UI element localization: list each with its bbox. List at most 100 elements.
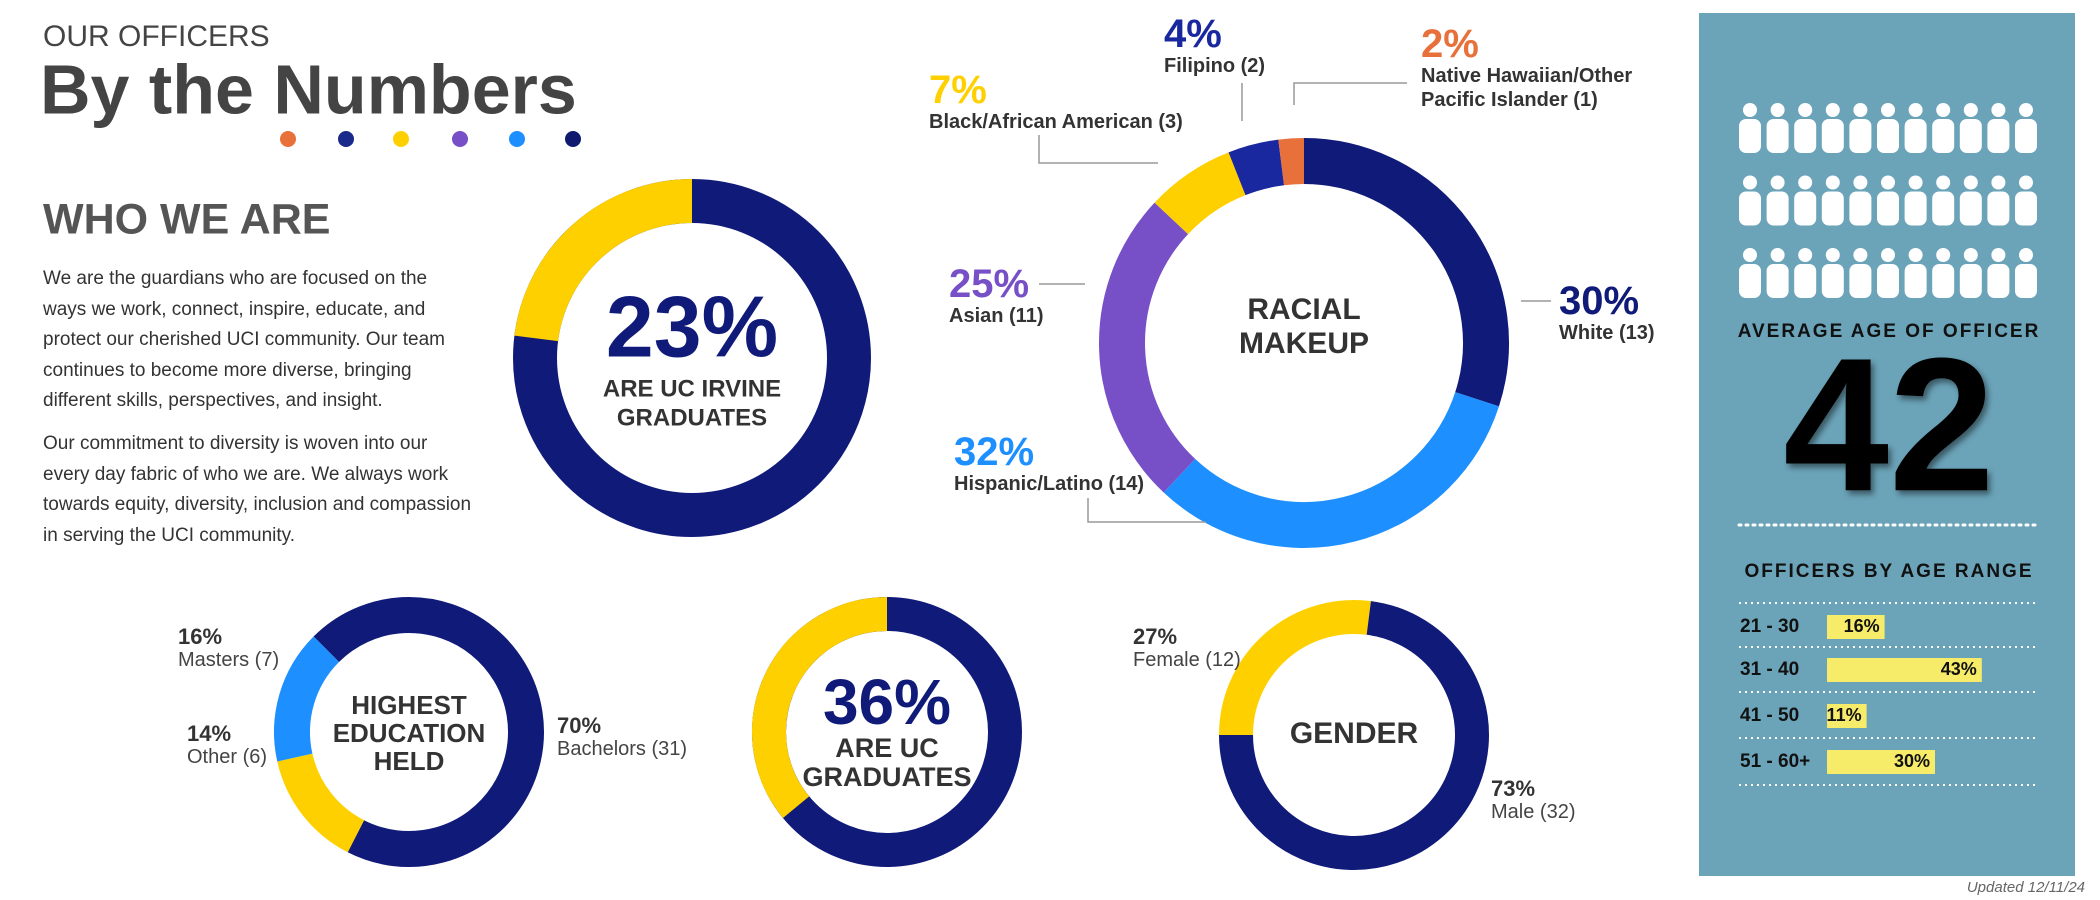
person-head [2019, 248, 2033, 262]
person-icon [1766, 103, 1789, 153]
value-label: 73% [1491, 776, 1536, 801]
person-body [1877, 119, 1899, 153]
center-value: 36% [823, 666, 951, 738]
person-icon [1932, 103, 1955, 153]
person-head [1770, 103, 1785, 117]
person-icon [1821, 103, 1844, 153]
donut-chart: GENDER [1219, 600, 1489, 870]
category-label: 21 - 30 [1740, 616, 1799, 637]
person-head [1825, 248, 1840, 262]
value-label: 14% [187, 721, 232, 746]
center-label: GRADUATES [617, 404, 767, 431]
average-age: 42 [1783, 319, 1994, 531]
person-body [1932, 119, 1955, 153]
person-body [1932, 264, 1955, 298]
donut-segment [1228, 139, 1285, 196]
value-label: 27% [1133, 624, 1178, 649]
center-label: HELD [374, 746, 445, 776]
person-body [1849, 264, 1872, 298]
person-body [1877, 191, 1899, 226]
leader-line [1293, 82, 1407, 105]
person-icon [1849, 103, 1872, 153]
person-body [1821, 264, 1844, 298]
person-head [1881, 103, 1895, 117]
person-icon [1932, 248, 1955, 298]
person-icon [1849, 175, 1872, 226]
person-body [1987, 264, 2010, 298]
center-value: 23% [606, 280, 778, 376]
dot [280, 131, 296, 147]
data-label: 4% Filipino (2) [1164, 14, 1265, 78]
person-head [1908, 175, 1923, 190]
chart-title: OFFICERS BY AGE RANGE [1744, 561, 2033, 582]
donut-segment [313, 597, 544, 867]
category-label: Asian (11) [949, 305, 1044, 327]
donut-segment [752, 597, 888, 819]
person-body [1987, 191, 2010, 226]
data-label: 16% Masters (7) [178, 626, 279, 672]
person-body [1849, 119, 1872, 153]
person-head [1881, 248, 1895, 262]
person-icon [1794, 103, 1817, 153]
person-body [1959, 264, 1982, 298]
person-head [1770, 175, 1785, 190]
donut-segment [1219, 600, 1371, 736]
category-label: Filipino (2) [1164, 55, 1266, 77]
person-body [1932, 191, 1955, 226]
person-body [1959, 119, 1982, 153]
data-label: 70% Bachelors (31) [557, 715, 687, 761]
average-age-label: AVERAGE AGE OF OFFICER [1738, 321, 2041, 342]
category-label: Bachelors (31) [557, 738, 688, 760]
data-label: 25% Asian (11) [949, 264, 1043, 328]
category-label: White (13) [1559, 322, 1655, 344]
person-icon [1932, 175, 1955, 226]
person-icon [1739, 248, 1761, 298]
person-head [1853, 175, 1868, 190]
person-body [1959, 191, 1982, 226]
person-body [1904, 119, 1927, 153]
value-label: 30% [1894, 751, 1930, 771]
person-head [1963, 248, 1978, 262]
value-label: 2% [1421, 22, 1479, 66]
value-label: 4% [1164, 12, 1222, 56]
person-icon [1877, 248, 1899, 298]
sidebar-panel [1699, 13, 2075, 876]
donut-segment [1163, 391, 1499, 548]
center-label: GENDER [1290, 717, 1419, 750]
person-icon [1987, 175, 2010, 226]
bar [1827, 704, 1867, 728]
person-icon [1794, 175, 1817, 226]
person-head [1743, 248, 1757, 262]
person-body [1766, 264, 1789, 298]
person-head [1798, 103, 1813, 117]
person-head [1936, 175, 1951, 190]
person-head [1853, 103, 1868, 117]
center-label: ARE UC IRVINE [603, 375, 781, 402]
data-label: 27% Female (12) [1133, 626, 1241, 672]
person-head [2019, 175, 2033, 190]
person-head [1798, 248, 1813, 262]
person-head [1991, 248, 2006, 262]
value-label: 16% [178, 624, 223, 649]
person-icon [1959, 248, 1982, 298]
person-body [1794, 191, 1817, 226]
person-body [1766, 119, 1789, 153]
person-icon [2015, 248, 2037, 298]
person-icon [1877, 103, 1899, 153]
category-label: Other (6) [187, 746, 268, 768]
data-label: 14% Other (6) [187, 723, 267, 769]
person-head [1853, 248, 1868, 262]
person-head [1991, 103, 2006, 117]
center-label: HIGHEST [351, 690, 467, 720]
person-icon [2015, 175, 2037, 226]
category-label: Native Hawaiian/Other Pacific Islander (… [1421, 65, 1633, 111]
person-body [1739, 119, 1761, 153]
donut-segment [1154, 152, 1246, 235]
bar [1827, 615, 1885, 639]
updated-note: Updated 12/11/24 [1967, 879, 2085, 896]
category-label: Black/African American (3) [929, 111, 1183, 133]
